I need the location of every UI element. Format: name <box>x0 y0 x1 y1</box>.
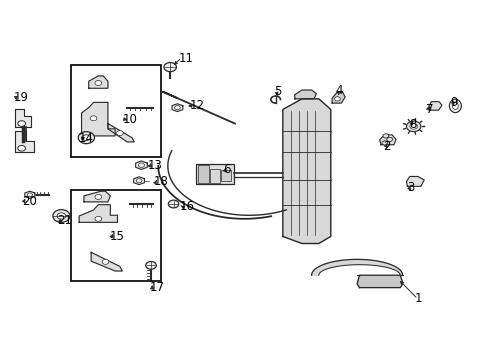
Circle shape <box>116 131 123 136</box>
Circle shape <box>95 194 102 199</box>
Polygon shape <box>428 102 441 110</box>
Text: 19: 19 <box>14 91 28 104</box>
Text: 8: 8 <box>408 118 415 131</box>
Circle shape <box>57 213 65 219</box>
Text: 5: 5 <box>274 85 281 98</box>
Bar <box>209 169 219 183</box>
Bar <box>197 165 208 183</box>
Text: 4: 4 <box>335 84 343 96</box>
Text: 18: 18 <box>153 175 168 188</box>
Text: 16: 16 <box>180 200 194 213</box>
Polygon shape <box>108 123 134 142</box>
Circle shape <box>90 116 97 121</box>
Circle shape <box>95 216 102 221</box>
Text: 12: 12 <box>189 99 204 112</box>
Circle shape <box>409 123 417 129</box>
Text: 13: 13 <box>147 159 162 172</box>
Polygon shape <box>133 177 144 185</box>
Text: 2: 2 <box>383 140 390 153</box>
Circle shape <box>82 135 90 140</box>
Circle shape <box>95 81 102 85</box>
Polygon shape <box>282 99 330 243</box>
Polygon shape <box>81 102 115 136</box>
Circle shape <box>53 210 70 222</box>
Polygon shape <box>89 76 108 88</box>
Polygon shape <box>356 275 402 288</box>
Circle shape <box>386 137 392 141</box>
Circle shape <box>334 97 340 101</box>
Text: 7: 7 <box>425 103 432 116</box>
Bar <box>71 66 161 157</box>
Polygon shape <box>91 252 122 271</box>
Circle shape <box>145 261 156 269</box>
Polygon shape <box>79 205 117 222</box>
Polygon shape <box>406 176 424 186</box>
Text: 15: 15 <box>109 230 124 243</box>
Circle shape <box>163 63 176 72</box>
Text: 9: 9 <box>449 96 457 109</box>
Text: 21: 21 <box>58 214 72 227</box>
Circle shape <box>102 259 109 264</box>
Text: 14: 14 <box>79 132 94 145</box>
Circle shape <box>406 121 420 132</box>
Polygon shape <box>331 93 345 103</box>
Text: 10: 10 <box>122 113 137 126</box>
Polygon shape <box>311 260 402 275</box>
Circle shape <box>382 134 388 138</box>
Text: 20: 20 <box>21 195 37 208</box>
Polygon shape <box>135 161 147 170</box>
Circle shape <box>78 132 94 144</box>
Circle shape <box>381 141 387 145</box>
Text: 6: 6 <box>223 163 230 176</box>
Circle shape <box>18 121 25 126</box>
Circle shape <box>168 200 179 208</box>
Bar <box>220 170 231 181</box>
Text: 17: 17 <box>149 281 164 294</box>
Polygon shape <box>25 191 35 198</box>
Polygon shape <box>16 131 34 152</box>
Text: 11: 11 <box>178 52 193 65</box>
Ellipse shape <box>451 102 457 109</box>
Circle shape <box>18 145 25 151</box>
Polygon shape <box>84 191 110 202</box>
Bar <box>195 164 233 184</box>
Polygon shape <box>172 104 183 112</box>
Polygon shape <box>16 109 31 127</box>
Text: 3: 3 <box>407 181 414 194</box>
Polygon shape <box>379 135 395 145</box>
Polygon shape <box>294 90 316 99</box>
Ellipse shape <box>448 99 460 113</box>
Bar <box>71 190 161 280</box>
Text: 1: 1 <box>414 292 421 305</box>
